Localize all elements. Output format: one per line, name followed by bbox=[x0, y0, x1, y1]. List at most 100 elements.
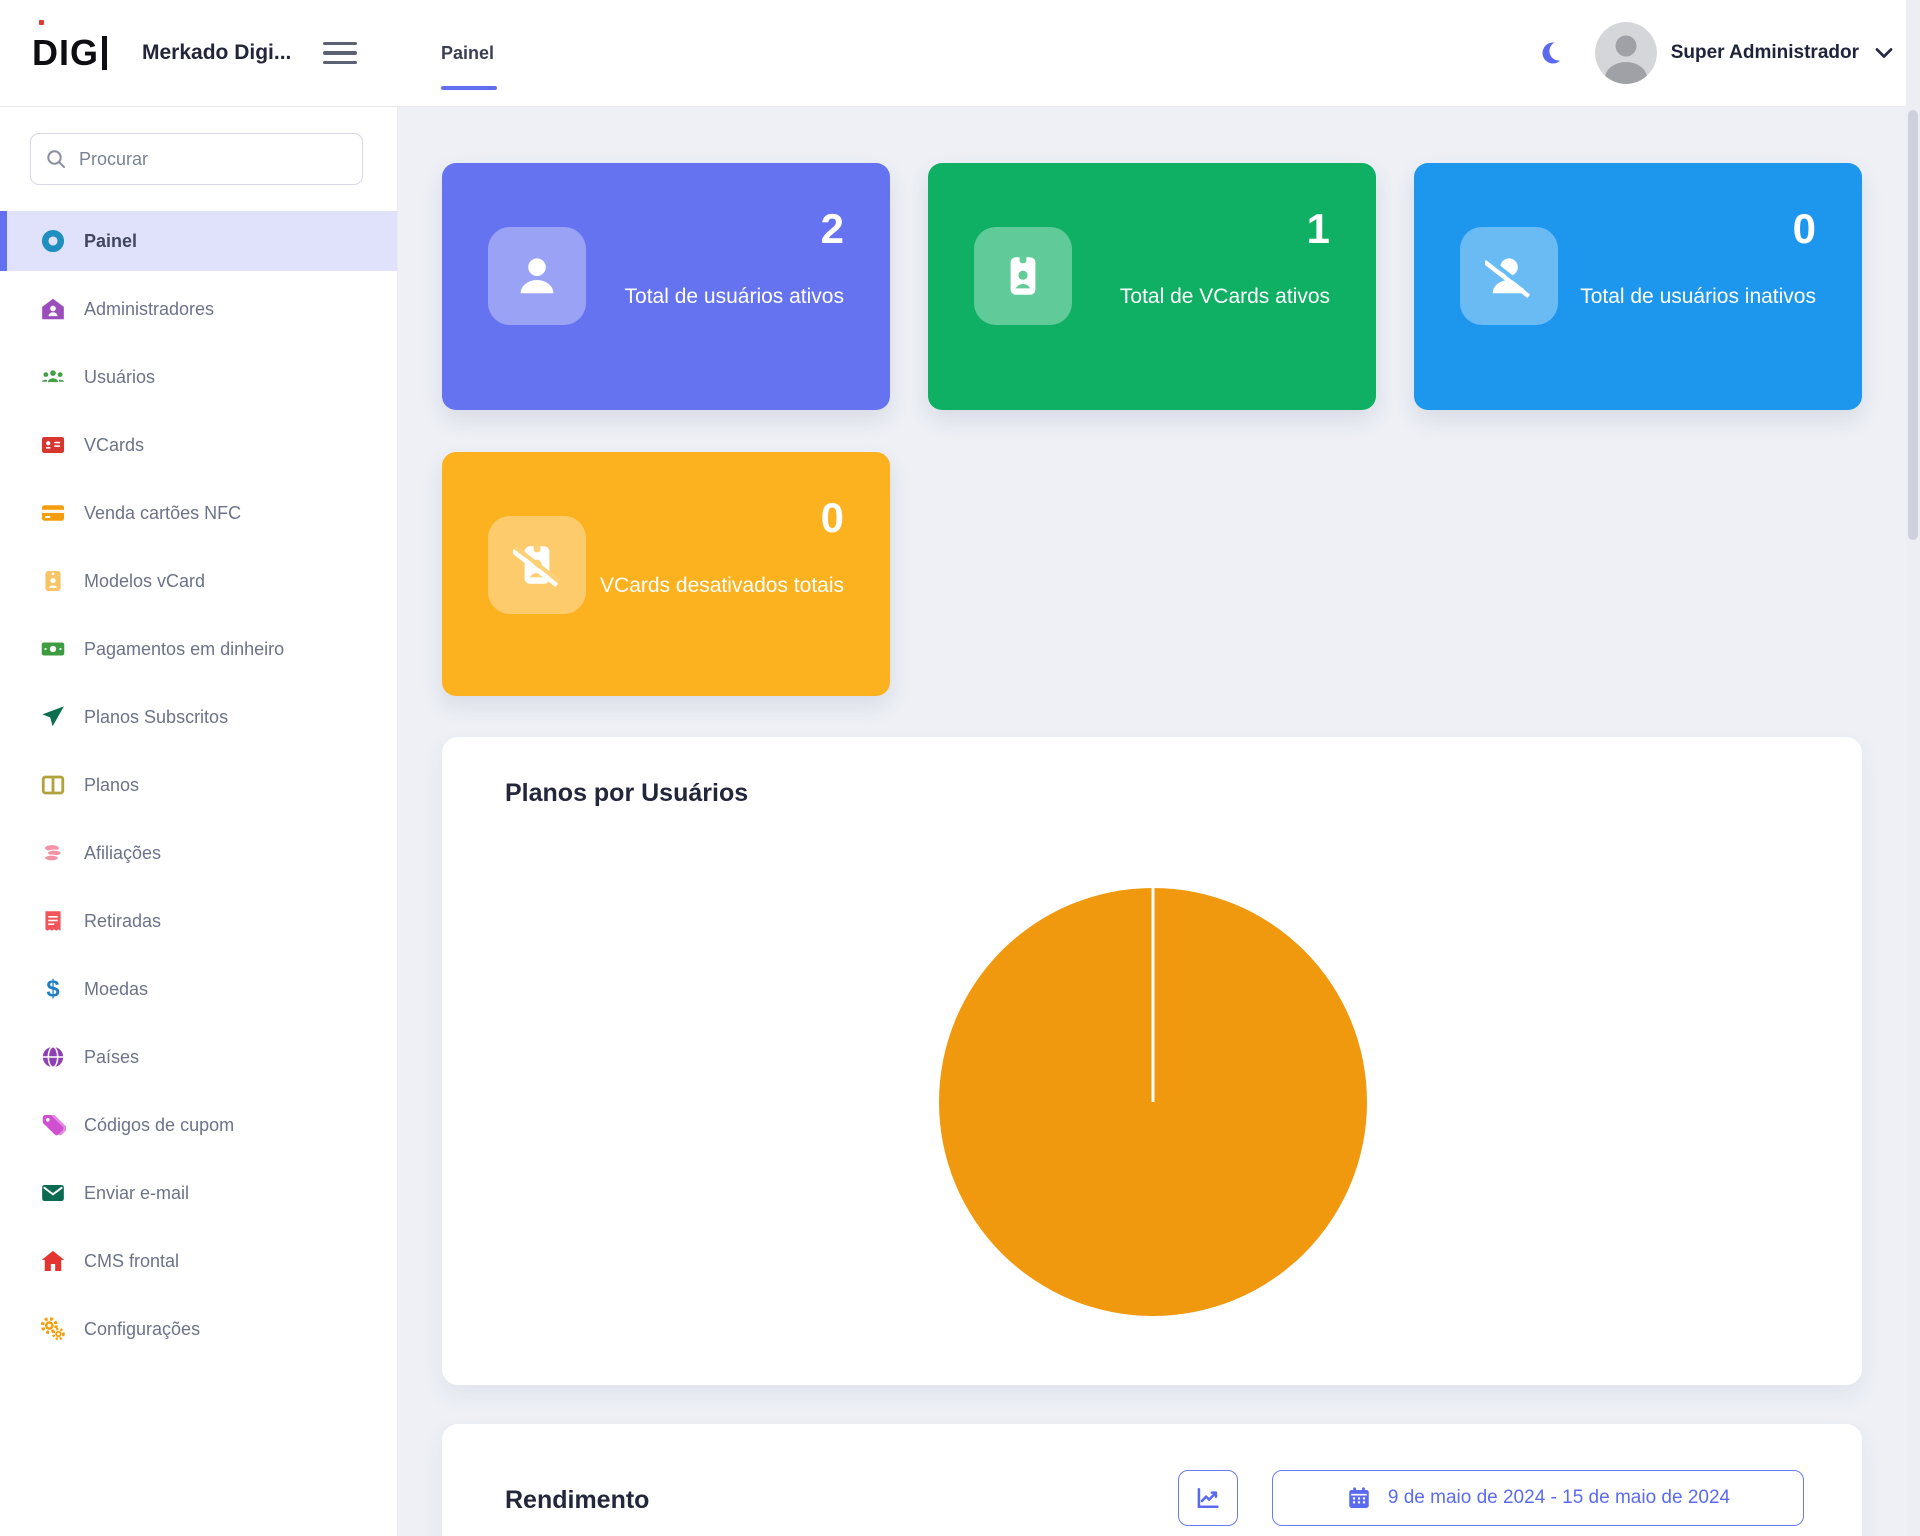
sidebar-item-configura-es[interactable]: Configurações bbox=[0, 1299, 397, 1359]
tab-painel[interactable]: Painel bbox=[441, 0, 497, 106]
stat-label: Total de usuários ativos bbox=[624, 285, 844, 308]
dollar-icon: $ bbox=[40, 976, 66, 1002]
sidebar-item-administradores[interactable]: Administradores bbox=[0, 279, 397, 339]
sidebar-item-pagamentos-em-dinheiro[interactable]: Pagamentos em dinheiro bbox=[0, 619, 397, 679]
tags-icon bbox=[40, 1112, 66, 1138]
stat-label: VCards desativados totais bbox=[600, 574, 844, 597]
gears-icon bbox=[40, 1316, 66, 1342]
users-icon bbox=[40, 364, 66, 390]
sidebar-item-label: Códigos de cupom bbox=[84, 1114, 235, 1135]
credit-card-icon bbox=[40, 500, 66, 526]
brand-name: Merkado Digi... bbox=[142, 41, 292, 64]
search-icon bbox=[47, 150, 65, 168]
sidebar-item-cms-frontal[interactable]: CMS frontal bbox=[0, 1231, 397, 1291]
app-header: DIG Merkado Digi... Painel bbox=[0, 0, 1920, 107]
stat-value: 2 bbox=[820, 205, 844, 252]
plans-by-users-title: Planos por Usuários bbox=[505, 779, 749, 807]
chart-type-button[interactable] bbox=[1178, 1470, 1238, 1526]
svg-text:$: $ bbox=[46, 976, 59, 1002]
home-icon bbox=[40, 1248, 66, 1274]
sidebar-item-usu-rios[interactable]: Usuários bbox=[0, 347, 397, 407]
user-slash-icon bbox=[1460, 227, 1558, 325]
user-menu[interactable]: Super Administrador bbox=[1594, 22, 1895, 84]
sidebar-item-moedas[interactable]: $ Moedas bbox=[0, 959, 397, 1019]
sidebar-item-label: CMS frontal bbox=[84, 1250, 180, 1271]
stat-value: 1 bbox=[1306, 205, 1330, 252]
sidebar-item-label: Enviar e-mail bbox=[84, 1182, 190, 1203]
sidebar-item-label: Pagamentos em dinheiro bbox=[84, 638, 285, 659]
scrollbar-track[interactable] bbox=[1906, 0, 1920, 1536]
stat-card-inactive-users: 0 Total de usuários inativos bbox=[1414, 163, 1862, 410]
sidebar-item-label: Modelos vCard bbox=[84, 570, 206, 591]
sidebar-item-label: VCards bbox=[84, 434, 145, 455]
sidebar-item-label: Administradores bbox=[84, 298, 215, 319]
stat-value: 0 bbox=[820, 494, 844, 541]
id-badge-icon bbox=[40, 568, 66, 594]
sidebar-menu: Painel Administradores Usuários VCards Venda… bbox=[0, 211, 397, 1359]
id-badge-icon bbox=[974, 227, 1072, 325]
scrollbar-thumb[interactable] bbox=[1908, 110, 1918, 540]
logo-text: DIG bbox=[32, 32, 100, 73]
sidebar-item-pa-ses[interactable]: Países bbox=[0, 1027, 397, 1087]
main-content: 2 Total de usuários ativos 1 Total de VC… bbox=[398, 107, 1920, 1536]
sidebar-item-afilia-es[interactable]: Afiliações bbox=[0, 823, 397, 883]
id-card-icon bbox=[40, 432, 66, 458]
sidebar-item-planos[interactable]: Planos bbox=[0, 755, 397, 815]
sidebar-item-venda-cart-es-nfc[interactable]: Venda cartões NFC bbox=[0, 483, 397, 543]
earnings-title: Rendimento bbox=[505, 1486, 650, 1514]
avatar bbox=[1594, 22, 1657, 84]
search-input[interactable] bbox=[77, 147, 331, 171]
calendar-icon bbox=[1349, 1487, 1369, 1508]
sidebar-item-label: Painel bbox=[84, 230, 138, 251]
chevron-down-icon bbox=[1875, 48, 1893, 58]
stat-label: Total de VCards ativos bbox=[1119, 285, 1330, 308]
paper-plane-icon bbox=[40, 704, 66, 730]
stat-card-active-vcards: 1 Total de VCards ativos bbox=[928, 163, 1376, 410]
envelope-icon bbox=[40, 1180, 66, 1206]
sidebar-search bbox=[30, 133, 363, 185]
sidebar-item-label: Retiradas bbox=[84, 910, 162, 931]
moon-icon bbox=[1542, 41, 1569, 64]
earnings-card: Rendimento 9 de maio de 2024 - 15 de mai… bbox=[442, 1424, 1862, 1536]
sidebar-item-label: Países bbox=[84, 1046, 140, 1067]
sidebar: Painel Administradores Usuários VCards Venda… bbox=[0, 107, 398, 1536]
table-columns-icon bbox=[40, 772, 66, 798]
sidebar-item-label: Usuários bbox=[84, 366, 156, 387]
tab-active-underline bbox=[441, 86, 497, 90]
sidebar-item-painel[interactable]: Painel bbox=[0, 211, 397, 271]
sidebar-item-modelos-vcard[interactable]: Modelos vCard bbox=[0, 551, 397, 611]
user-name: Super Administrador bbox=[1670, 42, 1859, 63]
sidebar-item-planos-subscritos[interactable]: Planos Subscritos bbox=[0, 687, 397, 747]
sidebar-item-retiradas[interactable]: Retiradas bbox=[0, 891, 397, 951]
stat-card-active-users: 2 Total de usuários ativos bbox=[442, 163, 890, 410]
coins-icon bbox=[40, 840, 66, 866]
sidebar-item-c-digos-de-cupom[interactable]: Códigos de cupom bbox=[0, 1095, 397, 1155]
line-chart-icon bbox=[1197, 1487, 1219, 1509]
id-badge-slash-icon bbox=[488, 516, 586, 614]
house-user-icon bbox=[40, 296, 66, 322]
tab-painel-label: Painel bbox=[441, 42, 495, 63]
stat-card-disabled-vcards: 0 VCards desativados totais bbox=[442, 452, 890, 696]
sidebar-item-enviar-e-mail[interactable]: Enviar e-mail bbox=[0, 1163, 397, 1223]
dashboard-icon bbox=[40, 228, 66, 254]
logo-dot bbox=[39, 20, 44, 25]
plans-by-users-card: Planos por Usuários bbox=[442, 737, 1862, 1385]
sidebar-item-label: Venda cartões NFC bbox=[84, 502, 242, 523]
money-bill-icon bbox=[40, 636, 66, 662]
sidebar-toggle-button[interactable] bbox=[323, 37, 359, 69]
date-range-label: 9 de maio de 2024 - 15 de maio de 2024 bbox=[1387, 1487, 1731, 1508]
plans-pie-chart bbox=[939, 888, 1367, 1316]
app-logo: DIG bbox=[32, 0, 108, 106]
sidebar-item-label: Planos bbox=[84, 774, 140, 795]
sidebar-item-label: Moedas bbox=[84, 978, 149, 999]
user-icon bbox=[488, 227, 586, 325]
logo-bar bbox=[102, 36, 108, 70]
sidebar-item-vcards[interactable]: VCards bbox=[0, 415, 397, 475]
dark-mode-toggle[interactable] bbox=[1537, 36, 1571, 70]
date-range-picker[interactable]: 9 de maio de 2024 - 15 de maio de 2024 bbox=[1272, 1470, 1804, 1526]
sidebar-item-label: Afiliações bbox=[84, 842, 162, 863]
stat-value: 0 bbox=[1792, 205, 1816, 252]
globe-icon bbox=[40, 1044, 66, 1070]
receipt-icon bbox=[40, 908, 66, 934]
stat-label: Total de usuários inativos bbox=[1580, 285, 1816, 308]
